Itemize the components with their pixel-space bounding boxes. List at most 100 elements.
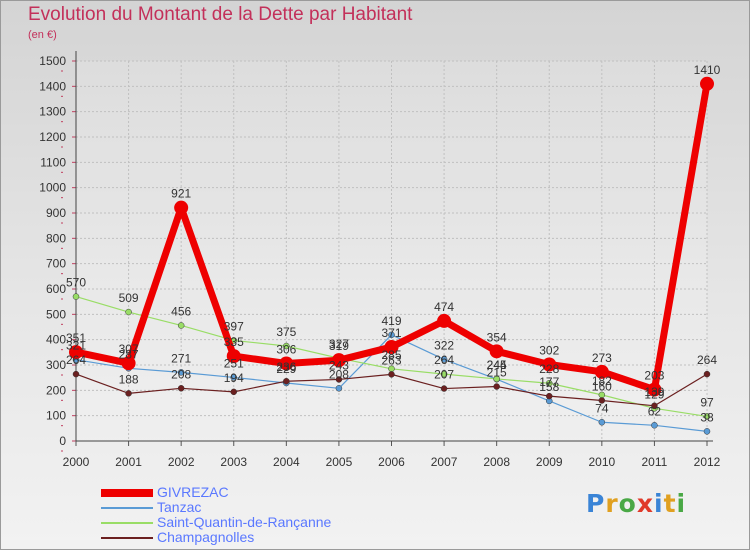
y-tick-label: 0 (59, 434, 66, 448)
x-tick-label: 2002 (168, 455, 195, 469)
data-point (388, 371, 395, 378)
data-label: 302 (539, 343, 559, 357)
data-label: 354 (487, 330, 507, 344)
data-label: 188 (119, 372, 139, 386)
data-label: 236 (276, 360, 296, 374)
data-label: 397 (224, 319, 244, 333)
x-tick-label: 2006 (378, 455, 405, 469)
data-label: 244 (487, 358, 507, 372)
data-label: 208 (171, 367, 191, 381)
data-label: 474 (434, 300, 454, 314)
y-tick-label: 700 (46, 257, 66, 271)
data-label: 251 (224, 356, 244, 370)
data-point (594, 364, 609, 379)
data-point (331, 353, 346, 368)
data-label: 263 (381, 353, 401, 367)
data-label: 229 (276, 362, 296, 376)
legend-swatch (101, 521, 153, 524)
data-label: 38 (700, 410, 714, 424)
data-point (125, 308, 132, 316)
data-label: 207 (434, 368, 454, 382)
data-label: 335 (224, 335, 244, 349)
data-point (125, 390, 132, 397)
legend-swatch (101, 488, 153, 497)
data-point (283, 377, 290, 385)
data-label: 322 (434, 338, 454, 352)
data-point (335, 385, 343, 392)
data-point (440, 385, 448, 392)
data-point (174, 200, 189, 215)
y-tick-label: 300 (46, 358, 66, 372)
logo-letter: t (663, 489, 677, 518)
data-label: 306 (276, 342, 296, 356)
data-point (437, 313, 452, 328)
data-label: 194 (224, 371, 244, 385)
y-tick-label: 800 (46, 231, 66, 245)
data-point (226, 349, 241, 364)
data-point (647, 382, 662, 397)
y-tick-label: 500 (46, 307, 66, 321)
data-label: 182 (592, 374, 612, 388)
logo-letter: i (654, 489, 664, 518)
data-point (703, 428, 711, 435)
y-tick-label: 200 (46, 383, 66, 397)
logo-letter: i (676, 489, 687, 518)
logo-letter: x (636, 489, 654, 518)
data-label: 419 (381, 314, 401, 328)
y-tick-label: 100 (46, 409, 66, 423)
data-label: 228 (539, 362, 559, 376)
data-point (493, 383, 500, 390)
data-label: 158 (539, 380, 559, 394)
data-point (177, 369, 185, 376)
data-point (69, 345, 83, 360)
x-tick-label: 2012 (694, 455, 721, 469)
data-label: 273 (592, 351, 612, 365)
y-tick-label: 1200 (39, 130, 66, 144)
data-label: 208 (329, 367, 349, 381)
data-label: 321 (66, 339, 86, 353)
proxiti-logo: Proxiti (586, 489, 686, 518)
x-tick-label: 2011 (642, 455, 668, 469)
x-tick-label: 2003 (220, 455, 247, 469)
data-label: 177 (539, 375, 559, 389)
data-point (489, 344, 504, 359)
data-label: 351 (66, 331, 86, 345)
data-point (177, 385, 185, 392)
data-label: 139 (644, 385, 664, 399)
data-point (335, 376, 343, 383)
data-label: 1410 (694, 63, 721, 77)
legend-label: GIVREZAC (157, 484, 229, 500)
x-tick-label: 2009 (536, 455, 563, 469)
x-tick-label: 2010 (588, 455, 615, 469)
data-label: 264 (697, 353, 717, 367)
data-point (542, 357, 557, 372)
x-tick-label: 2007 (431, 455, 458, 469)
y-tick-label: 1300 (39, 105, 66, 119)
data-point (72, 370, 80, 378)
data-label: 203 (644, 369, 664, 383)
data-point (493, 375, 500, 383)
chart-unit: (en €) (28, 29, 57, 41)
data-point (230, 374, 237, 381)
data-label: 371 (381, 326, 401, 340)
y-tick-label: 1500 (39, 54, 66, 68)
data-point (598, 397, 606, 404)
y-tick-label: 1400 (39, 79, 66, 93)
legend-label: Saint-Quantin-de-Rançanne (157, 514, 332, 530)
y-tick-label: 1000 (39, 181, 66, 195)
data-label: 160 (592, 379, 612, 393)
data-label: 285 (381, 348, 401, 362)
data-point (703, 413, 711, 420)
data-label: 245 (487, 358, 507, 372)
logo-letter: r (605, 489, 619, 518)
data-point (700, 76, 714, 91)
y-tick-label: 1100 (40, 155, 66, 169)
data-point (703, 370, 711, 378)
x-tick-label: 2005 (326, 455, 353, 469)
data-point (72, 293, 80, 300)
data-label: 307 (119, 342, 139, 356)
data-point (388, 331, 395, 339)
legend-swatch (101, 506, 153, 509)
